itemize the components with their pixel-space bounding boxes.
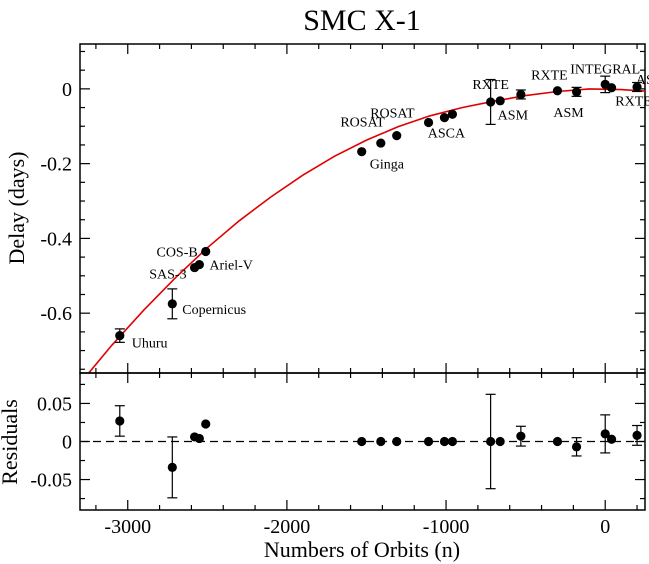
residuals-data-point (600, 429, 610, 439)
mission-label: INTEGRAL (570, 62, 640, 77)
main-data-points (114, 75, 643, 343)
main-data-point (392, 130, 402, 141)
mission-label: ASM (636, 73, 649, 88)
residuals-y-tick-label: -0.05 (30, 470, 72, 492)
main-y-tick-label: -0.2 (40, 154, 72, 176)
main-data-point (167, 299, 177, 309)
residuals-data-point (423, 436, 434, 447)
x-tick-label: 0 (600, 516, 610, 538)
residuals-data-point (115, 416, 125, 426)
mission-label: ROSAT (340, 116, 385, 131)
mission-label: RXTE (531, 69, 568, 84)
mission-labels: Uhuru Copernicus SAS-3 Ariel-V COS-B Ginga ROS… (132, 62, 649, 351)
mission-label: Ariel-V (209, 259, 253, 274)
residuals-data-point (632, 430, 642, 441)
main-data-point (439, 113, 450, 123)
main-y-tick-label: -0.4 (40, 228, 72, 250)
residuals-data-point (392, 436, 402, 447)
mission-label: ASCA (428, 126, 466, 141)
mission-label: Uhuru (132, 337, 168, 352)
residuals-data-point (606, 434, 617, 444)
x-tick-label: -2000 (264, 516, 311, 538)
mission-label: Copernicus (182, 303, 246, 318)
residuals-data-point (201, 419, 211, 429)
main-data-point (632, 82, 642, 92)
mission-label: RXTE (472, 78, 509, 93)
mission-label: SAS-3 (149, 268, 186, 283)
main-data-point (423, 117, 434, 128)
residuals-y-tick-label: 0 (62, 432, 72, 454)
main-data-point (201, 246, 211, 257)
main-panel: 0 -0.2 -0.4 -0.6 Uhuru Copernicus SAS-3 Ariel-… (4, 43, 649, 374)
residuals-data-points (114, 393, 643, 499)
main-y-tick-label: 0 (62, 79, 72, 101)
residuals-data-point (486, 436, 496, 447)
x-tick-label: -3000 (104, 516, 151, 538)
residuals-y-tick-label: 0.05 (37, 393, 72, 415)
residuals-y-tick-labels: 0.05 0 -0.05 (30, 393, 72, 491)
main-data-point (486, 97, 496, 107)
residuals-data-point (194, 433, 204, 444)
main-data-point (552, 86, 563, 96)
mission-label: ASM (553, 106, 584, 121)
mission-label: RXTE (615, 95, 649, 110)
main-y-tick-label: -0.6 (40, 303, 72, 325)
main-data-point (447, 109, 458, 119)
residuals-data-point (167, 462, 177, 472)
chart-title: SMC X-1 (303, 4, 421, 37)
residuals-data-point (495, 436, 505, 447)
residuals-axis-ticks (80, 373, 645, 510)
residuals-data-point (552, 436, 563, 447)
residuals-y-axis-label: Residuals (0, 399, 22, 485)
residuals-data-point (516, 431, 526, 441)
main-data-point (115, 331, 125, 341)
main-data-point (571, 87, 582, 97)
main-data-point (376, 138, 386, 148)
residuals-data-point (439, 436, 450, 447)
main-data-point (495, 96, 505, 106)
x-tick-label: -1000 (423, 516, 470, 538)
main-data-point (606, 83, 617, 93)
main-data-point (516, 89, 526, 100)
x-axis-label: Numbers of Orbits (n) (264, 537, 460, 562)
mission-label: Ginga (370, 158, 405, 173)
main-data-point (194, 259, 204, 270)
main-data-point (357, 147, 367, 157)
main-y-tick-labels: 0 -0.2 -0.4 -0.6 (40, 79, 72, 325)
residuals-panel: 0.05 0 -0.05 -3000 -2000 -1000 0 Residuals Nu… (0, 372, 646, 562)
x-tick-labels: -3000 -2000 -1000 0 (104, 516, 610, 538)
mission-label: ASM (498, 108, 529, 123)
residuals-data-point (357, 436, 367, 447)
mission-label: ROSAT (370, 107, 415, 122)
mission-label: COS-B (156, 245, 197, 260)
main-y-axis-label: Delay (days) (4, 151, 29, 264)
residuals-data-point (376, 436, 386, 447)
residuals-data-point (447, 436, 458, 447)
residuals-data-point (571, 442, 582, 452)
